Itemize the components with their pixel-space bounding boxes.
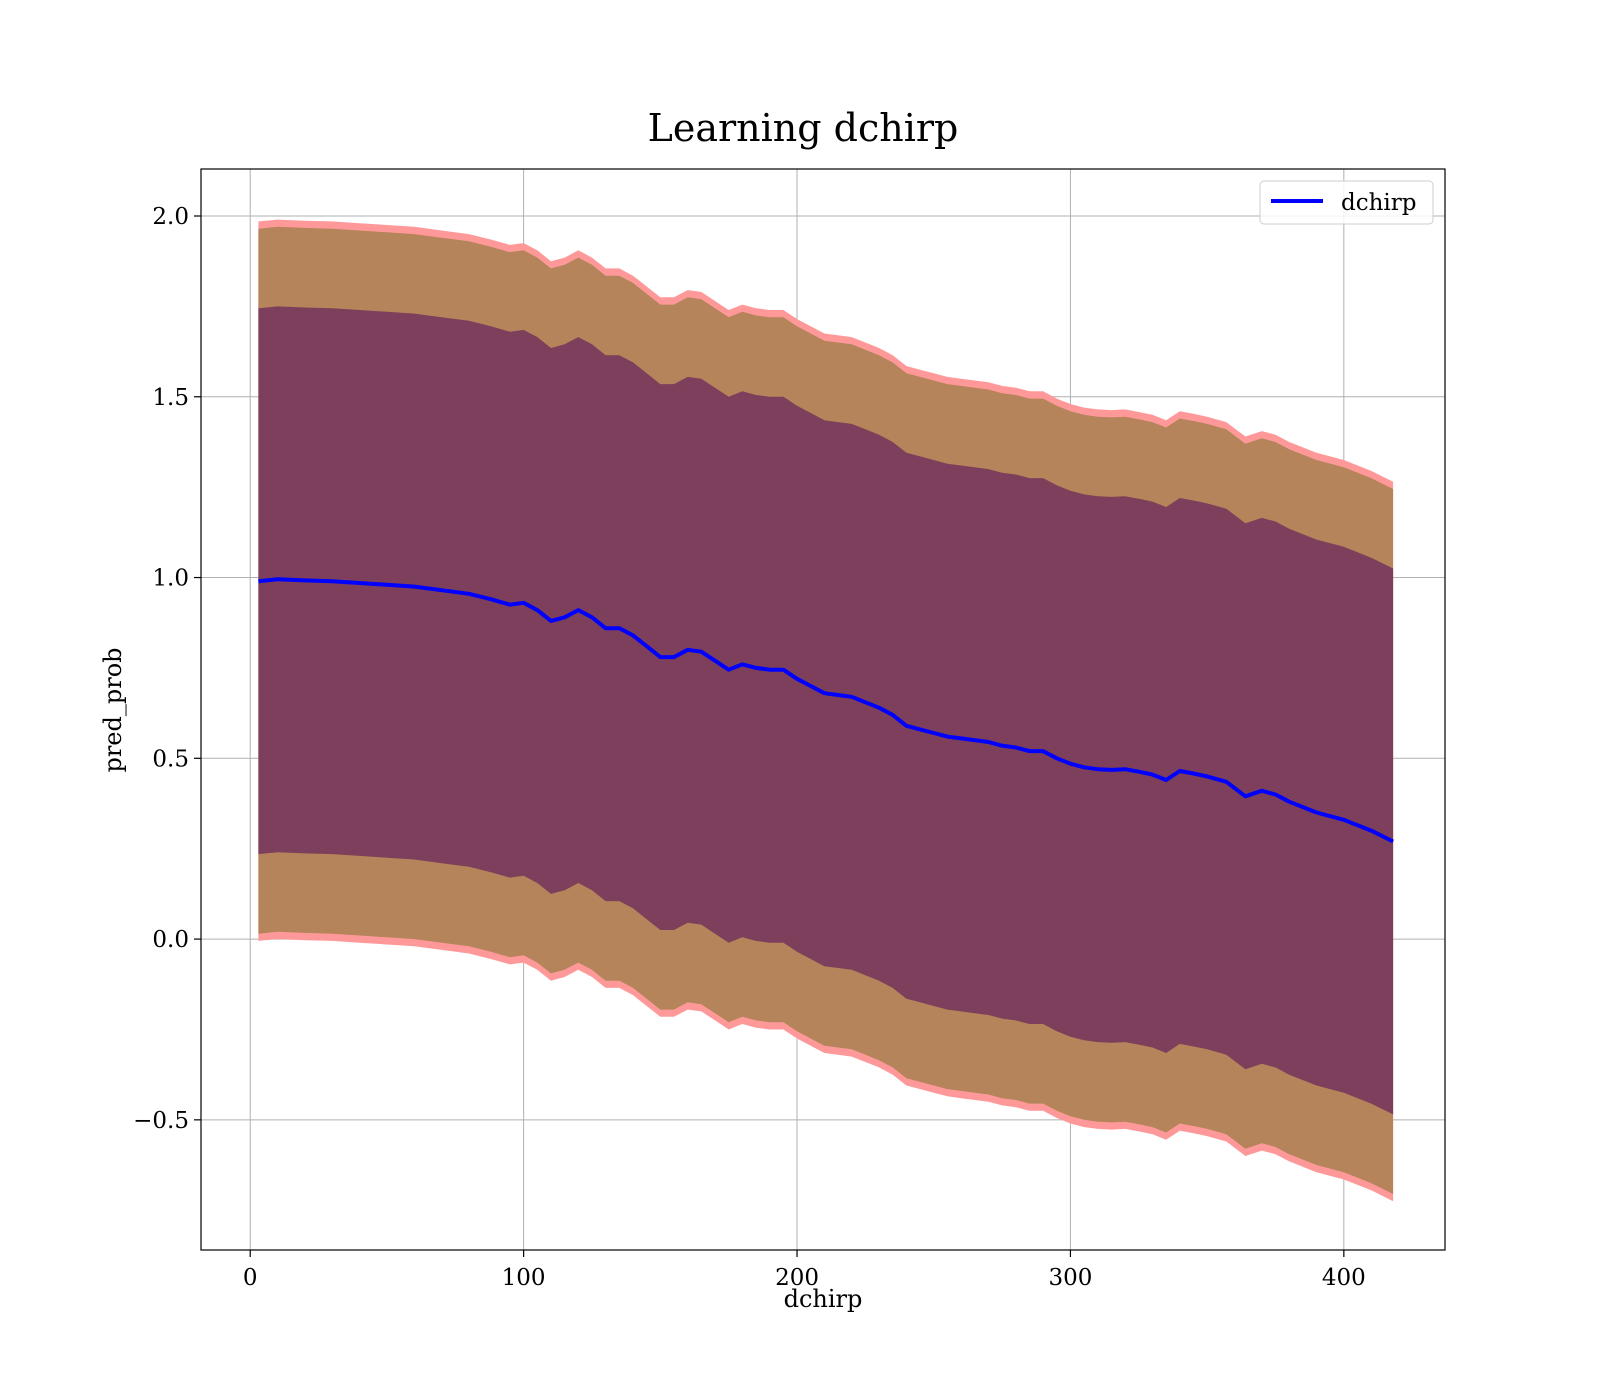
x-tick-label: 0 [243,1265,258,1291]
series-line-dchirp [258,577,1394,844]
x-tick-label: 400 [1322,1265,1366,1291]
y-tick-label: 2.0 [152,204,189,230]
x-axis-label: dchirp [784,1285,863,1313]
y-tick-label: −0.5 [133,1108,189,1134]
legend-label: dchirp [1341,190,1417,216]
inner-band [258,306,1394,1115]
y-tick-label: 0.0 [152,927,189,953]
confidence-bands [258,219,1394,1202]
y-tick-label: 1.5 [152,385,189,411]
plot-frame [200,168,1446,1251]
legend-box [1259,180,1434,225]
axis-ticks: 0 100 200 300 400 −0.5 0.0 0.5 1.0 1.5 2.0 [133,204,1366,1291]
x-tick-label: 200 [775,1265,819,1291]
x-tick-label: 100 [502,1265,546,1291]
y-tick-label: 0.5 [152,746,189,772]
x-tick-label: 300 [1048,1265,1092,1291]
series-lines [258,577,1394,844]
y-tick-label: 1.0 [152,566,189,592]
y-axis-label: pred_prob [99,647,127,772]
legend: dchirp [1259,180,1434,225]
chart-title: Learning dchirp [648,106,959,150]
